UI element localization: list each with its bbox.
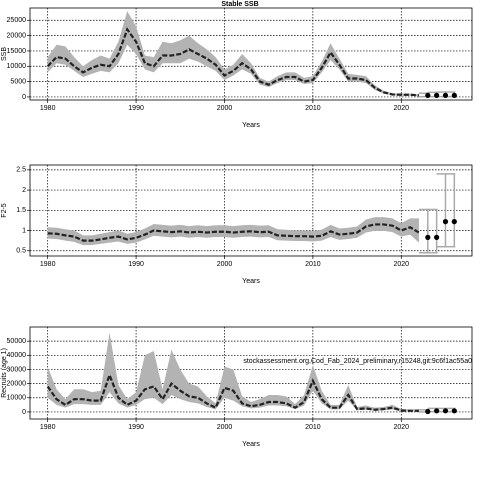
x-tick-label: 1990 xyxy=(128,424,144,431)
x-tick-label: 1980 xyxy=(40,105,56,112)
projection-point xyxy=(442,408,449,414)
x-tick-label: 2000 xyxy=(217,261,233,268)
x-tick-label: 2020 xyxy=(393,424,409,431)
x-tick-label: 2020 xyxy=(393,105,409,112)
projection-point xyxy=(451,219,457,225)
y-tick-label: 20000 xyxy=(7,32,27,39)
y-tick-label: 50000 xyxy=(7,338,27,345)
x-tick-label: 2000 xyxy=(217,424,233,431)
y-tick-label: 0.5 xyxy=(16,248,26,255)
confidence-band xyxy=(47,11,419,97)
projection-point xyxy=(442,219,449,225)
y-tick-label: 0 xyxy=(22,409,26,416)
y-tick-label: 30000 xyxy=(7,366,27,373)
y-tick-label: 15000 xyxy=(7,48,27,55)
x-axis-label: Years xyxy=(242,122,260,129)
y-tick-label: 25000 xyxy=(7,17,27,24)
x-tick-label: 2000 xyxy=(217,105,233,112)
y-tick-label: 20000 xyxy=(7,380,27,387)
estimate-line xyxy=(47,223,420,242)
y-tick-label: 1 xyxy=(22,227,26,234)
projection-point xyxy=(434,234,440,240)
projection-point xyxy=(425,408,431,415)
x-tick-label: 2010 xyxy=(305,424,321,431)
projection-point xyxy=(434,92,440,98)
projection-point xyxy=(434,408,440,414)
y-tick-label: 5000 xyxy=(10,78,26,85)
confidence-band xyxy=(47,332,419,412)
x-tick-label: 2020 xyxy=(393,261,409,268)
y-axis-label: SSB xyxy=(1,47,8,61)
confidence-band xyxy=(47,217,419,246)
x-axis-label: Years xyxy=(242,278,260,285)
y-tick-label: 10000 xyxy=(7,395,27,402)
y-tick-label: 40000 xyxy=(7,352,27,359)
plot-frame xyxy=(29,326,473,420)
y-tick-label: 2.5 xyxy=(16,167,26,174)
y-tick-label: 1.5 xyxy=(16,207,26,214)
projection-point xyxy=(425,92,431,98)
estimate-line xyxy=(46,27,420,97)
chart-title: Stable SSB xyxy=(221,1,258,8)
x-tick-label: 2010 xyxy=(305,105,321,112)
y-tick-label: 2 xyxy=(22,187,26,194)
plot-frame xyxy=(29,164,473,257)
estimate-line xyxy=(46,371,419,412)
projection-point xyxy=(442,92,449,98)
y-axis-label: Recruits (age 1) xyxy=(1,348,8,398)
y-tick-label: 0 xyxy=(22,94,26,101)
y-axis-label: F2-5 xyxy=(1,203,8,218)
x-tick-label: 1990 xyxy=(128,261,144,268)
projection-point xyxy=(451,92,457,98)
projection-point xyxy=(425,234,431,240)
x-tick-label: 1980 xyxy=(40,261,56,268)
annotation: stockassessment.org,Cod_Fab_2024_prelimi… xyxy=(243,358,472,365)
y-tick-label: 10000 xyxy=(7,63,27,70)
x-tick-label: 1980 xyxy=(40,424,56,431)
plot-frame xyxy=(29,7,473,101)
x-axis-label: Years xyxy=(242,441,260,448)
x-tick-label: 2010 xyxy=(305,261,321,268)
x-tick-label: 1990 xyxy=(128,105,144,112)
projection-point xyxy=(451,408,457,414)
